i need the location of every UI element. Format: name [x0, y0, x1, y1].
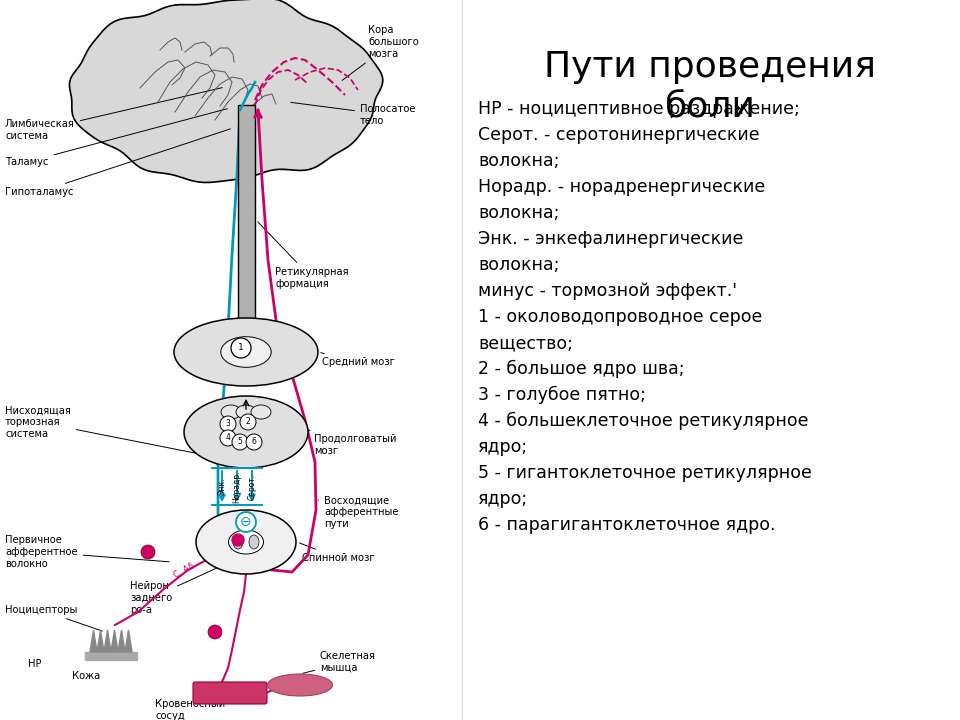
Text: 2: 2	[246, 418, 251, 426]
Text: вещество;: вещество;	[478, 334, 573, 352]
Polygon shape	[90, 630, 132, 652]
Circle shape	[232, 434, 248, 450]
Text: Кровеносный
сосуд: Кровеносный сосуд	[155, 694, 229, 720]
Text: Нисходящая
тормозная
система: Нисходящая тормозная система	[5, 405, 217, 457]
Text: 5: 5	[237, 438, 243, 446]
Text: Гипоталамус: Гипоталамус	[5, 129, 230, 197]
Circle shape	[231, 338, 251, 358]
Text: 1 - околоводопроводное серое: 1 - околоводопроводное серое	[478, 308, 762, 326]
Ellipse shape	[228, 530, 263, 554]
Ellipse shape	[249, 535, 259, 549]
Text: Нейрон
заднего
ро-а: Нейрон заднего ро-а	[130, 563, 228, 615]
Text: 3 - голубое пятно;: 3 - голубое пятно;	[478, 386, 646, 404]
Circle shape	[220, 430, 236, 446]
Text: Норадр.: Норадр.	[232, 470, 242, 503]
Text: 5 - гигантоклеточное ретикулярное: 5 - гигантоклеточное ретикулярное	[478, 464, 812, 482]
Ellipse shape	[221, 405, 241, 419]
Text: C, Aδ: C, Aδ	[172, 562, 196, 580]
Text: Энк. - энкефалинергические: Энк. - энкефалинергические	[478, 230, 743, 248]
Text: Пути проведения
боли: Пути проведения боли	[544, 50, 876, 123]
Text: волокна;: волокна;	[478, 256, 560, 274]
Ellipse shape	[236, 405, 256, 419]
Text: Норадр. - норадренергические: Норадр. - норадренергические	[478, 178, 765, 196]
Text: Ретикулярная
формация: Ретикулярная формация	[258, 222, 348, 289]
Text: волокна;: волокна;	[478, 152, 560, 170]
Ellipse shape	[174, 318, 318, 386]
Circle shape	[236, 512, 256, 532]
Text: Скелетная
мышца: Скелетная мышца	[302, 651, 376, 673]
Polygon shape	[69, 0, 383, 182]
Text: Серот. - серотонинергические: Серот. - серотонинергические	[478, 126, 759, 144]
Text: Первичное
афферентное
волокно: Первичное афферентное волокно	[5, 536, 169, 569]
Text: Ноцицепторы: Ноцицепторы	[5, 605, 103, 631]
Ellipse shape	[233, 535, 243, 549]
Text: минус - тормозной эффект.': минус - тормозной эффект.'	[478, 282, 737, 300]
Circle shape	[141, 545, 155, 559]
Text: Продолговатый
мозг: Продолговатый мозг	[308, 430, 396, 456]
Text: Полосатое
тело: Полосатое тело	[291, 102, 416, 126]
Polygon shape	[85, 652, 137, 660]
Text: Энк.: Энк.	[218, 478, 227, 495]
Text: ⊖: ⊖	[240, 515, 252, 529]
Circle shape	[208, 625, 222, 639]
Text: 2 - большое ядро шва;: 2 - большое ядро шва;	[478, 360, 684, 378]
Text: Средний мозг: Средний мозг	[321, 353, 395, 367]
Text: 6: 6	[252, 438, 256, 446]
Text: Восходящие
афферентные
пути: Восходящие афферентные пути	[318, 495, 398, 528]
Ellipse shape	[196, 510, 296, 574]
Ellipse shape	[221, 337, 271, 367]
Text: НР - ноцицептивное раздражение;: НР - ноцицептивное раздражение;	[478, 100, 800, 118]
Text: ядро;: ядро;	[478, 490, 528, 508]
FancyBboxPatch shape	[193, 682, 267, 704]
Ellipse shape	[184, 396, 308, 468]
Circle shape	[240, 414, 256, 430]
Text: ядро;: ядро;	[478, 438, 528, 456]
Text: 4 - большеклеточное ретикулярное: 4 - большеклеточное ретикулярное	[478, 412, 808, 431]
Circle shape	[220, 416, 236, 432]
Text: Кожа: Кожа	[72, 671, 100, 681]
Text: Кора
большого
мозга: Кора большого мозга	[342, 25, 419, 81]
Text: волокна;: волокна;	[478, 204, 560, 222]
Text: 3: 3	[226, 420, 230, 428]
Text: Спинной мозг: Спинной мозг	[300, 543, 374, 563]
Text: 1: 1	[238, 343, 244, 353]
Text: 4: 4	[226, 433, 230, 443]
Text: Таламус: Таламус	[5, 109, 228, 167]
Text: Серот.: Серот.	[248, 473, 256, 500]
Circle shape	[232, 534, 244, 546]
Ellipse shape	[268, 674, 332, 696]
Text: 6 - парагигантоклеточное ядро.: 6 - парагигантоклеточное ядро.	[478, 516, 776, 534]
Bar	[238, 105, 255, 332]
Text: НР: НР	[28, 659, 41, 669]
Circle shape	[246, 434, 262, 450]
Text: Лимбическая
система: Лимбическая система	[5, 88, 223, 141]
Ellipse shape	[251, 405, 271, 419]
